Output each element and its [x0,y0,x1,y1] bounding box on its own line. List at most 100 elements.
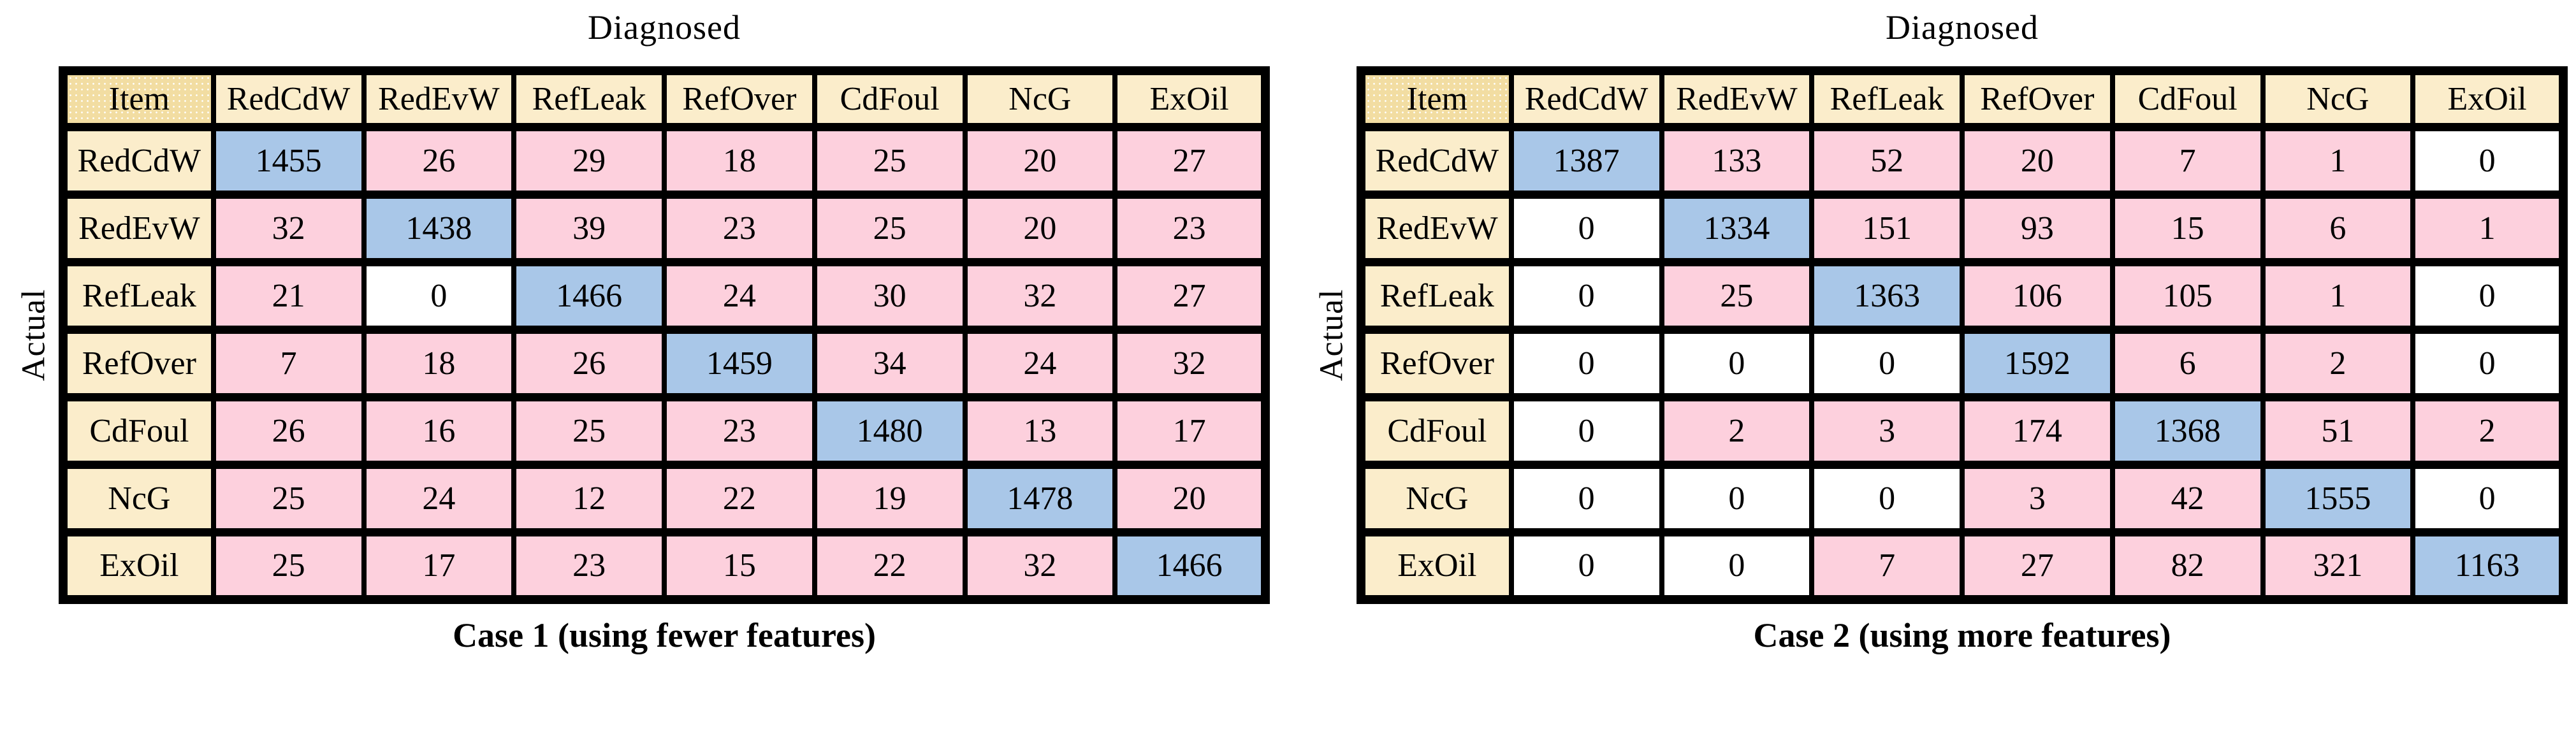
matrix-value-cell: 20 [962,122,1118,199]
row-header-cell: ExOil [1358,528,1514,604]
matrix-value-cell: 27 [1112,257,1268,334]
matrix-value-cell: 1478 [962,460,1118,536]
table-row: RedEvW 32 1438 39 23 25 20 23 [61,190,1268,266]
matrix-value-cell: 0 [2410,325,2566,401]
table-row: RedCdW 1387 133 52 20 7 1 0 [1358,122,2566,199]
column-header-cell: RefOver [662,66,817,131]
header-row: Item RedCdW RedEvW RefLeak RefOver CdFoul NcG E… [1358,66,2566,131]
matrix-value-cell: 0 [1508,257,1664,334]
matrix-value-cell: 21 [210,257,367,334]
table-row: ExOil 0 0 7 27 82 321 1163 [1358,528,2566,604]
matrix-value-cell: 1555 [2260,460,2416,536]
matrix-value-cell: 19 [811,460,968,536]
column-header-cell: RedCdW [210,66,367,131]
matrix-value-cell: 34 [811,325,968,401]
matrix-value-cell: 0 [1809,460,1965,536]
matrix-value-cell: 27 [1112,122,1268,199]
matrix-value-cell: 1363 [1809,257,1965,334]
matrix-value-cell: 23 [511,528,667,604]
matrix-value-cell: 174 [1960,392,2115,469]
matrix-value-cell: 20 [1112,460,1268,536]
matrix-value-cell: 23 [662,190,817,266]
column-header-cell: RefLeak [1809,66,1965,131]
confusion-matrix-panel-case1: Diagnosed Actual Item RedCdW RedEvW RefLeak… [9,3,1270,659]
matrix-value-cell: 1480 [811,392,968,469]
matrix-value-cell: 1592 [1960,325,2115,401]
matrix-value-cell: 2 [2260,325,2416,401]
column-header-cell: RedCdW [1508,66,1664,131]
matrix-value-cell: 151 [1809,190,1965,266]
matrix-value-cell: 1163 [2410,528,2566,604]
table-row: RefLeak 21 0 1466 24 30 32 27 [61,257,1268,334]
matrix-value-cell: 0 [2410,257,2566,334]
confusion-matrices-figure: Diagnosed Actual Item RedCdW RedEvW RefLeak… [9,3,2568,659]
corner-header-cell: Item [1358,66,1514,131]
matrix-value-cell: 133 [1659,122,1815,199]
matrix-value-cell: 1438 [361,190,517,266]
matrix-value-cell: 1334 [1659,190,1815,266]
matrix-value-cell: 13 [962,392,1118,469]
matrix-value-cell: 1 [2260,257,2416,334]
matrix-value-cell: 26 [511,325,667,401]
column-header-cell: NcG [2260,66,2416,131]
matrix-value-cell: 32 [210,190,367,266]
matrix-value-cell: 16 [361,392,517,469]
matrix-value-cell: 93 [1960,190,2115,266]
matrix-value-cell: 7 [210,325,367,401]
table-caption-case1: Case 1 (using fewer features) [453,616,876,654]
matrix-value-cell: 3 [1809,392,1965,469]
matrix-value-cell: 1 [2260,122,2416,199]
matrix-value-cell: 18 [662,122,817,199]
matrix-value-cell: 25 [811,190,968,266]
row-header-cell: RefLeak [61,257,216,334]
matrix-value-cell: 12 [511,460,667,536]
matrix-value-cell: 25 [210,528,367,604]
matrix-value-cell: 30 [811,257,968,334]
row-header-cell: RefLeak [1358,257,1514,334]
matrix-value-cell: 39 [511,190,667,266]
table-row: RefOver 0 0 0 1592 6 2 0 [1358,325,2566,401]
column-header-cell: CdFoul [2109,66,2266,131]
column-header-cell: NcG [962,66,1118,131]
matrix-value-cell: 23 [1112,190,1268,266]
matrix-value-cell: 25 [1659,257,1815,334]
matrix-value-cell: 0 [1659,528,1815,604]
column-header-cell: CdFoul [811,66,968,131]
matrix-value-cell: 25 [511,392,667,469]
row-header-cell: CdFoul [61,392,216,469]
row-header-cell: NcG [61,460,216,536]
header-row: Item RedCdW RedEvW RefLeak RefOver CdFoul NcG E… [61,66,1268,131]
matrix-value-cell: 0 [1659,325,1815,401]
row-header-cell: NcG [1358,460,1514,536]
table-row: CdFoul 0 2 3 174 1368 51 2 [1358,392,2566,469]
matrix-value-cell: 23 [662,392,817,469]
matrix-value-cell: 6 [2260,190,2416,266]
confusion-matrix-table-case2: Item RedCdW RedEvW RefLeak RefOver CdFoul NcG E… [1357,66,2568,604]
matrix-value-cell: 1466 [511,257,667,334]
matrix-value-cell: 20 [1960,122,2115,199]
row-header-cell: ExOil [61,528,216,604]
matrix-value-cell: 32 [962,257,1118,334]
row-header-cell: RefOver [61,325,216,401]
matrix-value-cell: 24 [662,257,817,334]
matrix-value-cell: 25 [811,122,968,199]
matrix-value-cell: 1387 [1508,122,1664,199]
matrix-value-cell: 32 [962,528,1118,604]
table-caption-case2: Case 2 (using more features) [1753,616,2171,654]
table-row: RedCdW 1455 26 29 18 25 20 27 [61,122,1268,199]
row-header-cell: CdFoul [1358,392,1514,469]
confusion-matrix-table-case1: Item RedCdW RedEvW RefLeak RefOver CdFoul NcG E… [59,66,1270,604]
matrix-value-cell: 26 [210,392,367,469]
table-row: RedEvW 0 1334 151 93 15 6 1 [1358,190,2566,266]
actual-axis-label: Actual [1313,289,1350,382]
column-header-cell: ExOil [2410,66,2566,131]
matrix-value-cell: 105 [2109,257,2266,334]
row-header-cell: RedCdW [61,122,216,199]
matrix-value-cell: 0 [1508,392,1664,469]
matrix-value-cell: 27 [1960,528,2115,604]
column-header-cell: ExOil [1112,66,1268,131]
column-header-cell: RefLeak [511,66,667,131]
matrix-value-cell: 17 [1112,392,1268,469]
table-row: ExOil 25 17 23 15 22 32 1466 [61,528,1268,604]
matrix-value-cell: 0 [1508,460,1664,536]
